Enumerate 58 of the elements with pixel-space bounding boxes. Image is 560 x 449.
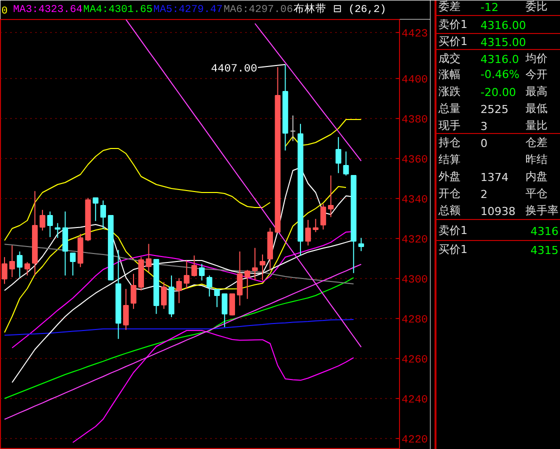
text: 委比: [526, 0, 548, 13]
text: 平仓: [526, 187, 548, 200]
text: MA4:4301.65: [83, 4, 153, 16]
text: 量比: [526, 119, 548, 132]
text: 卖价1: [438, 18, 468, 31]
text: 4316.00: [480, 19, 526, 32]
text: 仓差: [526, 136, 548, 149]
text: 买价1: [438, 243, 468, 256]
y-tick-label: 4340: [402, 194, 428, 206]
text: 总量: [438, 102, 460, 115]
text: 今开: [526, 68, 548, 81]
y-tick-label: 4360: [402, 154, 428, 166]
text: 4316: [530, 225, 559, 238]
text: 2525: [480, 103, 508, 116]
y-tick-label: 4320: [402, 234, 428, 246]
chart-title: 布林带 ⊟ (26,2): [294, 2, 386, 16]
text: 买价1: [438, 35, 468, 48]
text: 0: [1, 6, 8, 18]
text: 卖价1: [438, 224, 468, 237]
text: 外盘: [438, 170, 460, 183]
text: -12: [480, 1, 498, 14]
text: 委差: [438, 0, 460, 13]
text: 昨结: [526, 153, 548, 166]
text: 10938: [480, 205, 516, 218]
text: 0: [480, 137, 488, 150]
text: 涨跌: [438, 85, 460, 98]
text: 成交: [438, 52, 460, 65]
text: 最高: [526, 85, 548, 98]
y-tick-label: 4260: [402, 354, 428, 366]
y-tick-label: 4423: [402, 28, 428, 40]
annotation: 4407.00: [211, 64, 258, 76]
text: 均价: [526, 52, 548, 65]
text: -0.46%: [480, 68, 520, 81]
text: -20.00: [480, 86, 516, 99]
text: 4315: [530, 244, 559, 257]
y-tick-label: 4240: [402, 394, 428, 406]
text: 换手率: [526, 204, 558, 217]
text: 持仓: [438, 136, 460, 149]
text: 4316.0: [480, 53, 519, 66]
text: 结算: [438, 153, 460, 166]
y-tick-label: 4280: [402, 314, 428, 326]
text: MA6:4297.06: [224, 4, 293, 16]
text: 涨幅: [438, 68, 460, 81]
y-tick-label: 4380: [402, 114, 428, 126]
text: 1374: [480, 171, 508, 184]
text: 最低: [526, 102, 548, 115]
text: 现手: [438, 119, 460, 132]
text: MA5:4279.47: [153, 4, 223, 16]
text: 内盘: [526, 170, 548, 183]
text: 开仓: [438, 187, 460, 200]
y-tick-label: 4300: [402, 274, 428, 286]
text: MA3:4323.64: [13, 4, 82, 16]
text: 3: [480, 120, 488, 133]
y-tick-label: 4400: [402, 74, 428, 86]
y-tick-label: 4220: [402, 434, 428, 446]
text: 2: [480, 188, 488, 201]
text: 总额: [438, 204, 460, 217]
text: 4315.00: [480, 36, 526, 49]
